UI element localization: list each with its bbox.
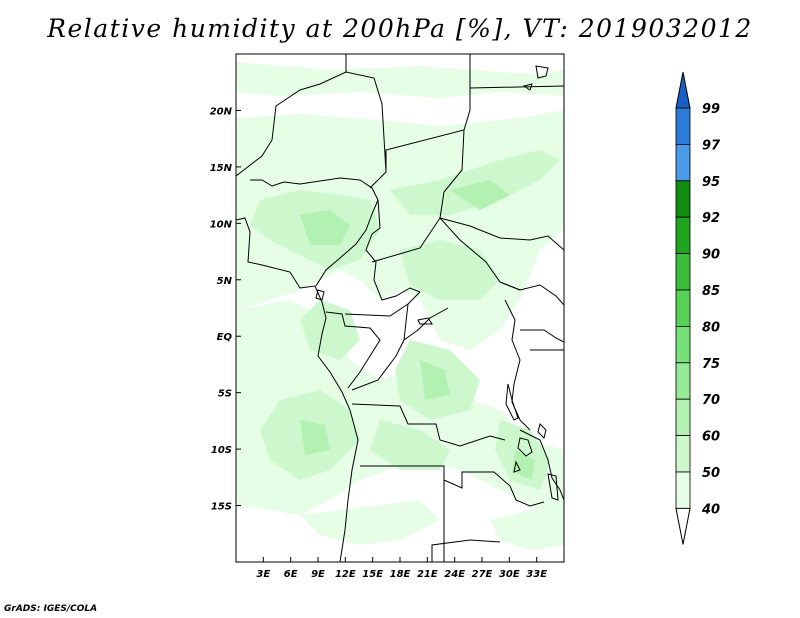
colorbar-swatch [675, 180, 691, 218]
humidity-band-60-70 [300, 180, 535, 480]
lat-tick-label: 5N [217, 276, 233, 287]
lon-tick-label: 21E [417, 569, 438, 580]
colorbar-swatch [675, 253, 691, 291]
lon-tick-label: 15E [362, 569, 383, 580]
country-borders [236, 54, 564, 562]
colorbar-level-label: 95 [702, 175, 720, 190]
colorbar-level-label: 99 [702, 102, 720, 117]
lat-tick-label: 15N [210, 163, 233, 174]
lat-tick-label: EQ [217, 332, 233, 343]
lon-tick-label: 3E [256, 569, 270, 580]
colorbar-level-label: 92 [702, 211, 720, 226]
lon-tick-label: 18E [390, 569, 411, 580]
colorbar-level-label: 85 [702, 284, 720, 299]
colorbar-swatch [675, 216, 691, 254]
lat-tick-label: 10N [210, 219, 233, 230]
colorbar-bottom-arrow [675, 507, 691, 545]
colorbar-swatch [675, 435, 691, 473]
colorbar-top-arrow [675, 71, 691, 109]
lat-tick-label: 10S [211, 445, 232, 456]
colorbar-level-label: 50 [702, 466, 720, 481]
colorbar-level-label: 90 [702, 248, 720, 263]
lon-tick-label: 12E [335, 569, 356, 580]
lat-tick-label: 15S [211, 502, 232, 513]
colorbar: 40 50 60 70 75 80 85 90 92 95 97 99 [675, 71, 721, 545]
colorbar-swatch [675, 289, 691, 327]
humidity-shading [236, 62, 564, 550]
colorbar-level-label: 40 [701, 502, 720, 517]
grads-credit: GrADS: IGES/COLA [4, 604, 98, 614]
colorbar-swatch [675, 325, 691, 364]
colorbar-level-label: 75 [702, 357, 720, 372]
colorbar-level-label: 70 [702, 393, 720, 408]
colorbar-swatch [675, 398, 691, 437]
lon-tick-label: 9E [311, 569, 325, 580]
colorbar-level-label: 80 [702, 320, 720, 335]
colorbar-level-label: 60 [702, 430, 720, 445]
colorbar-level-label: 97 [702, 138, 721, 153]
lon-tick-label: 30E [499, 569, 520, 580]
chart-title: Relative humidity at 200hPa [%], VT: 201… [47, 14, 753, 43]
lon-tick-label: 24E [444, 569, 465, 580]
lon-tick-label: 27E [472, 569, 493, 580]
colorbar-swatch [675, 362, 691, 400]
lat-tick-label: 5S [218, 389, 232, 400]
colorbar-swatch [675, 107, 691, 145]
map-axis-ticks: 3E 6E 9E 12E 15E 18E 21E 24E 27E 30E 33E 20N 15N 10N 5… [210, 106, 548, 580]
colorbar-swatch [675, 471, 691, 509]
lon-tick-label: 33E [526, 569, 547, 580]
lon-tick-label: 6E [284, 569, 298, 580]
lat-tick-label: 20N [210, 106, 233, 117]
colorbar-swatch [675, 143, 691, 182]
